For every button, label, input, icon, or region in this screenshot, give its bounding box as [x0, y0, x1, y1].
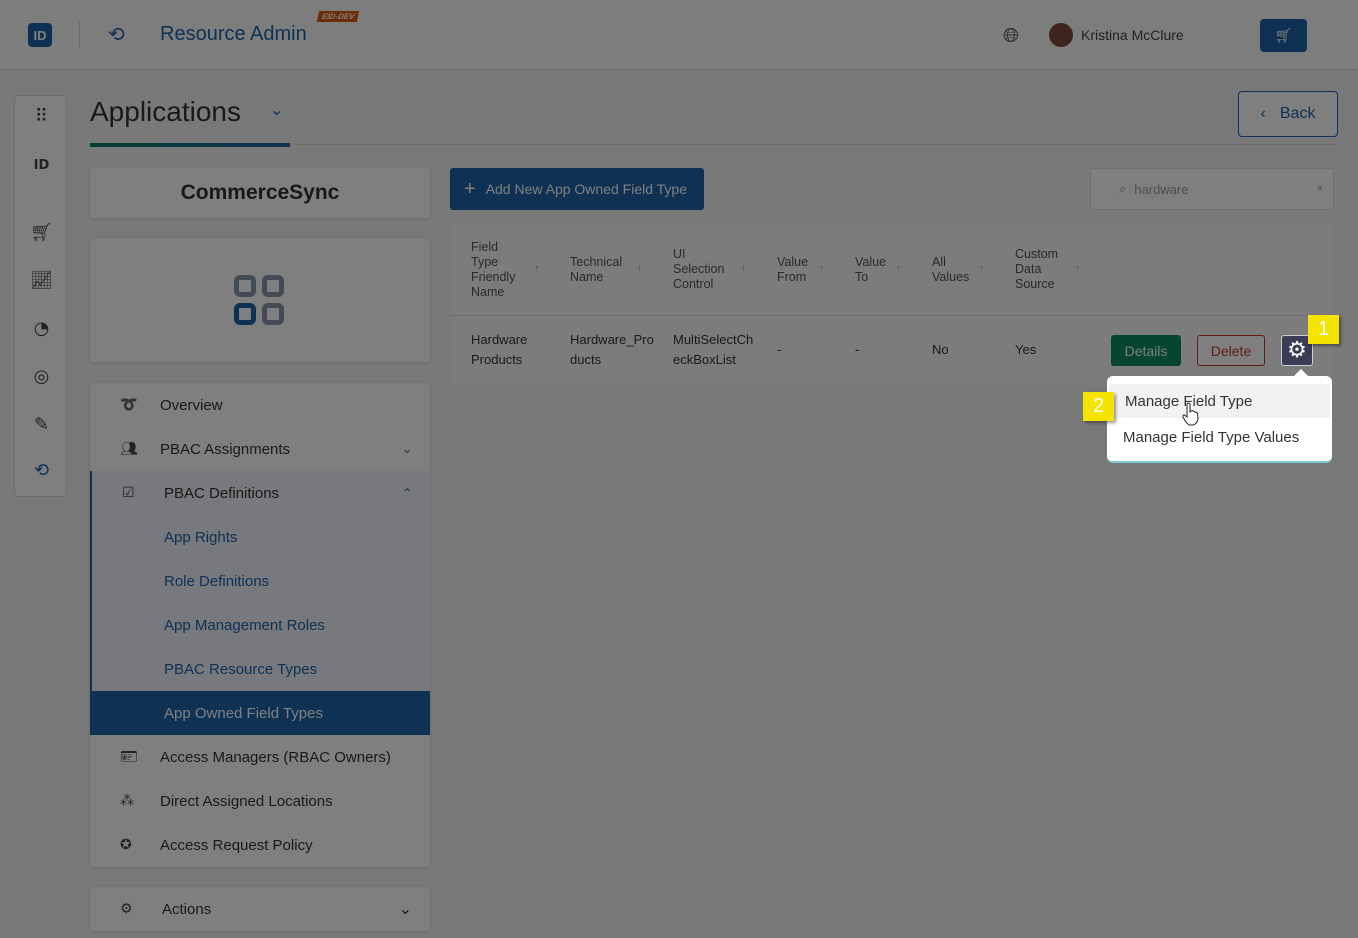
settings-dropdown: Manage Field Type Manage Field Type Valu…: [1107, 369, 1332, 463]
step-marker: 2: [1083, 392, 1114, 421]
menu-item-manage-field-type[interactable]: Manage Field Type: [1109, 384, 1330, 418]
gear-icon: ⚙: [1287, 338, 1307, 363]
menu-item-manage-field-type-values[interactable]: Manage Field Type Values: [1123, 428, 1300, 446]
row-settings-button[interactable]: ⚙: [1281, 335, 1313, 366]
hand-cursor-icon: [1182, 402, 1199, 426]
step-marker: 1: [1308, 315, 1339, 344]
